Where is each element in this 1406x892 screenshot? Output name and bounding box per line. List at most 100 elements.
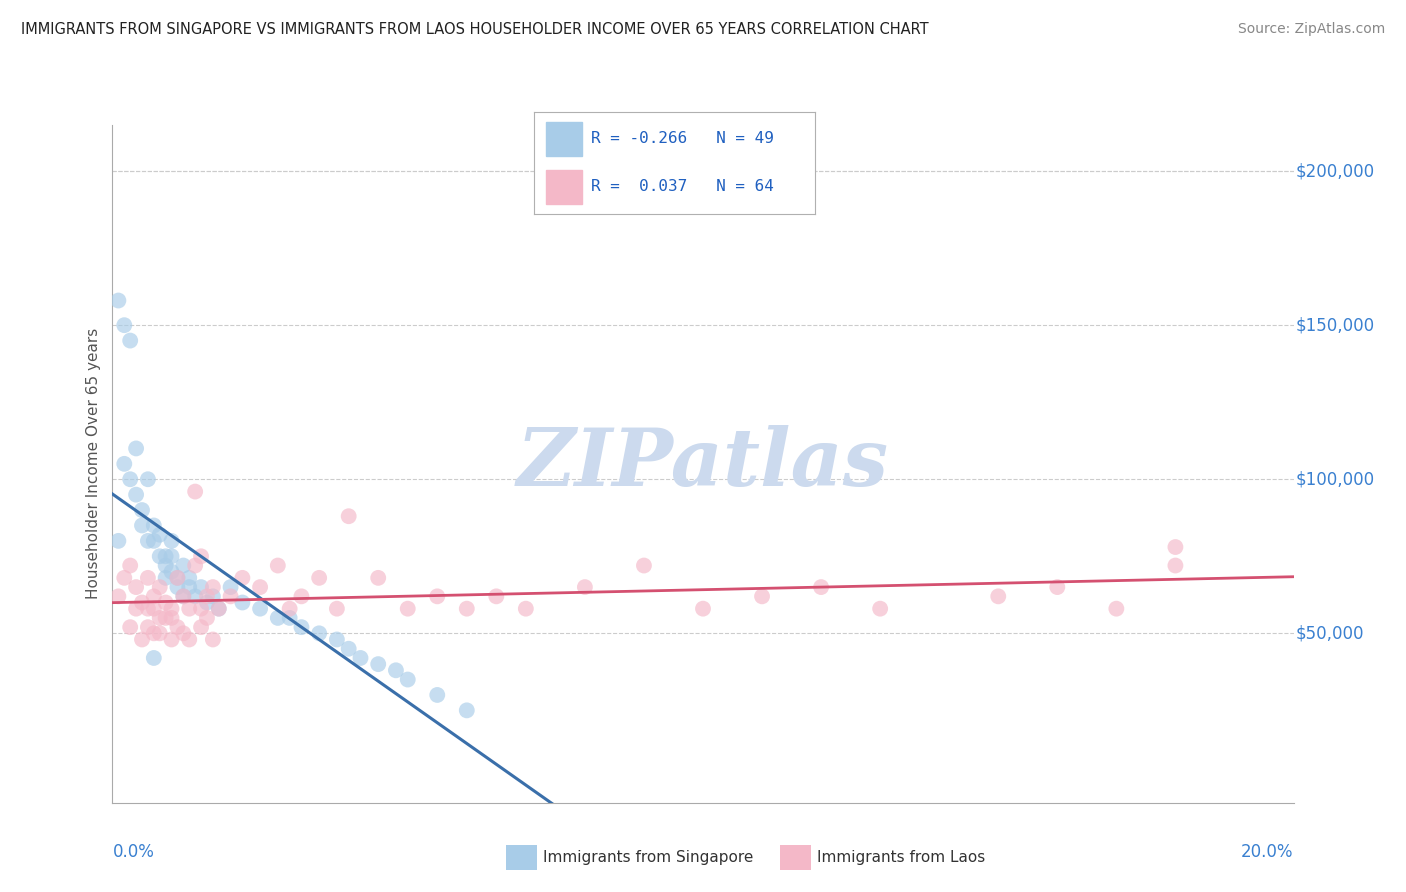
Point	[131, 632, 153, 647]
Point	[155, 549, 177, 564]
Text: R =  0.037   N = 64: R = 0.037 N = 64	[591, 179, 773, 194]
Point	[426, 688, 449, 702]
Point	[172, 626, 194, 640]
Point	[278, 601, 301, 615]
Point	[184, 558, 207, 573]
Point	[172, 590, 194, 604]
Point	[131, 503, 153, 517]
Point	[172, 558, 194, 573]
Point	[231, 595, 253, 609]
Point	[1164, 540, 1187, 554]
Point	[179, 580, 201, 594]
Point	[190, 601, 212, 615]
Point	[107, 293, 129, 308]
Point	[155, 595, 177, 609]
Point	[107, 590, 129, 604]
Point	[166, 571, 188, 585]
Point	[219, 590, 242, 604]
Point	[142, 651, 165, 665]
Point	[120, 472, 142, 486]
Point	[456, 601, 478, 615]
Point	[396, 673, 419, 687]
Point	[1046, 580, 1069, 594]
Point	[166, 580, 188, 594]
Point	[231, 571, 253, 585]
Point	[249, 601, 271, 615]
Point	[131, 518, 153, 533]
Point	[349, 651, 371, 665]
Y-axis label: Householder Income Over 65 years: Householder Income Over 65 years	[86, 328, 101, 599]
Point	[142, 590, 165, 604]
Point	[426, 590, 449, 604]
Point	[120, 334, 142, 348]
Point	[160, 565, 183, 579]
Point	[308, 571, 330, 585]
Point	[142, 601, 165, 615]
Point	[195, 595, 218, 609]
Point	[112, 457, 135, 471]
Point	[195, 611, 218, 625]
Point	[125, 488, 148, 502]
Point	[987, 590, 1010, 604]
Point	[149, 527, 172, 541]
Point	[184, 484, 207, 499]
Text: Immigrants from Laos: Immigrants from Laos	[817, 850, 986, 864]
Point	[290, 590, 312, 604]
Point	[166, 620, 188, 634]
Text: $100,000: $100,000	[1296, 470, 1375, 488]
Bar	[546, 122, 582, 155]
Point	[1164, 558, 1187, 573]
Point	[515, 601, 537, 615]
Point	[120, 558, 142, 573]
Point	[190, 549, 212, 564]
Point	[385, 663, 408, 677]
Point	[326, 632, 349, 647]
Point	[190, 620, 212, 634]
Point	[208, 601, 231, 615]
Point	[166, 571, 188, 585]
Point	[136, 571, 159, 585]
Text: ZIPatlas: ZIPatlas	[517, 425, 889, 502]
Point	[367, 571, 389, 585]
Point	[485, 590, 508, 604]
Point	[290, 620, 312, 634]
Text: R = -0.266   N = 49: R = -0.266 N = 49	[591, 131, 773, 146]
Point	[136, 533, 159, 548]
Point	[172, 590, 194, 604]
Point	[125, 442, 148, 456]
Point	[112, 571, 135, 585]
Point	[149, 626, 172, 640]
Text: $200,000: $200,000	[1296, 162, 1375, 180]
Point	[337, 641, 360, 656]
Point	[249, 580, 271, 594]
Point	[120, 620, 142, 634]
Point	[208, 601, 231, 615]
Point	[869, 601, 891, 615]
Point	[367, 657, 389, 672]
Point	[337, 509, 360, 524]
Point	[125, 580, 148, 594]
Text: Source: ZipAtlas.com: Source: ZipAtlas.com	[1237, 22, 1385, 37]
Point	[456, 703, 478, 717]
Point	[142, 626, 165, 640]
Point	[1105, 601, 1128, 615]
Point	[179, 632, 201, 647]
Point	[195, 590, 218, 604]
Text: $150,000: $150,000	[1296, 316, 1375, 334]
Point	[184, 590, 207, 604]
Point	[131, 595, 153, 609]
Text: Immigrants from Singapore: Immigrants from Singapore	[543, 850, 754, 864]
Point	[149, 580, 172, 594]
Point	[190, 580, 212, 594]
Point	[160, 533, 183, 548]
Point	[155, 611, 177, 625]
Point	[160, 601, 183, 615]
Point	[201, 632, 224, 647]
Point	[160, 549, 183, 564]
Point	[201, 580, 224, 594]
Point	[107, 533, 129, 548]
Point	[160, 632, 183, 647]
Text: 0.0%: 0.0%	[112, 844, 155, 862]
Point	[179, 571, 201, 585]
Point	[201, 590, 224, 604]
